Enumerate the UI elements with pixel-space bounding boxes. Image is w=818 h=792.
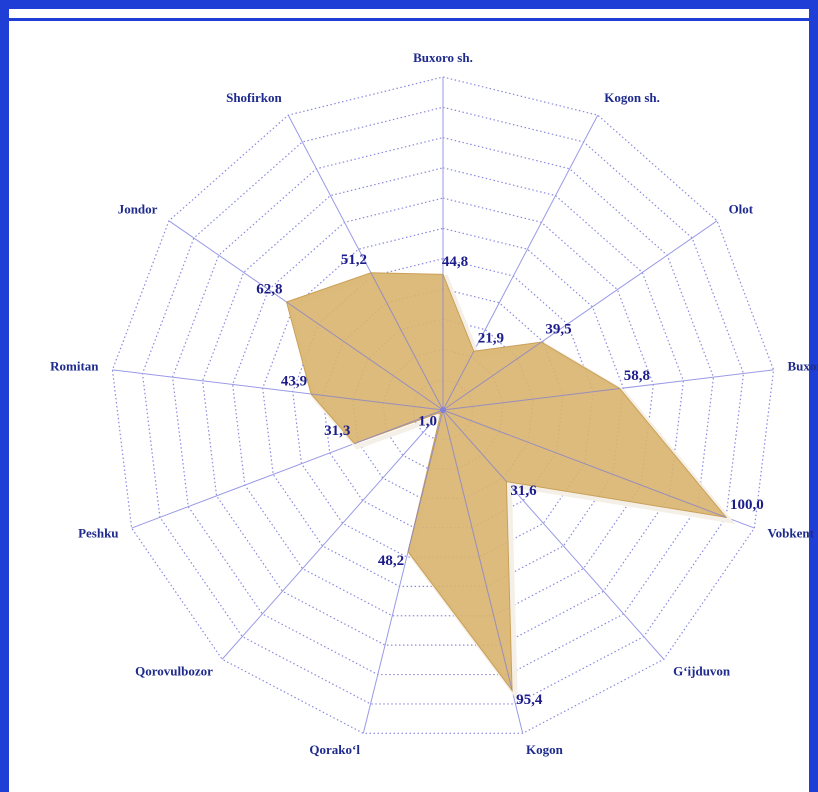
grid-ring	[171, 136, 715, 676]
grid-ring	[201, 167, 685, 646]
category-label: Romitan	[50, 359, 99, 374]
category-label: Qorako‘l	[309, 742, 360, 757]
spoke-over	[442, 409, 513, 691]
value-label: 43,9	[281, 373, 307, 389]
spoke-over	[442, 388, 620, 411]
category-label: Qorovulbozor	[135, 664, 213, 679]
spoke-over	[442, 409, 727, 518]
spoke-over	[354, 409, 444, 445]
center	[440, 407, 446, 413]
category-label: Peshku	[78, 525, 118, 540]
category-label: G‘ijduvon	[673, 664, 731, 679]
spoke-over	[311, 393, 444, 411]
spoke-over	[442, 351, 475, 411]
value-label: 58,8	[624, 368, 650, 384]
category-label: Olot	[729, 202, 754, 217]
spoke-over	[442, 409, 507, 482]
value-label: 51,2	[341, 252, 367, 268]
value-label: 62,8	[256, 281, 282, 297]
axis-spoke	[221, 409, 444, 660]
value-label: 39,5	[545, 322, 571, 338]
value-label: 1,0	[418, 414, 437, 430]
category-label: Kogon sh.	[604, 90, 660, 105]
value-label: 48,2	[378, 553, 404, 569]
category-label: Kogon	[526, 742, 564, 757]
spoke-over	[442, 341, 542, 411]
value-label: 31,6	[510, 483, 537, 499]
category-label: Buxoro	[787, 359, 818, 374]
spoke-over	[286, 301, 444, 411]
spoke-over	[370, 272, 444, 411]
category-label: Buxoro sh.	[413, 50, 473, 65]
value-label: 100,0	[730, 497, 764, 513]
value-label: 31,3	[324, 423, 350, 439]
spoke-over	[407, 409, 444, 552]
value-label: 44,8	[442, 254, 468, 270]
category-label: Vobkent	[767, 525, 814, 540]
value-label: 21,9	[478, 331, 504, 347]
category-label: Shofirkon	[226, 90, 282, 105]
value-label: 95,4	[516, 692, 543, 708]
grid-ring	[111, 76, 775, 734]
category-label: Jondor	[118, 202, 158, 217]
